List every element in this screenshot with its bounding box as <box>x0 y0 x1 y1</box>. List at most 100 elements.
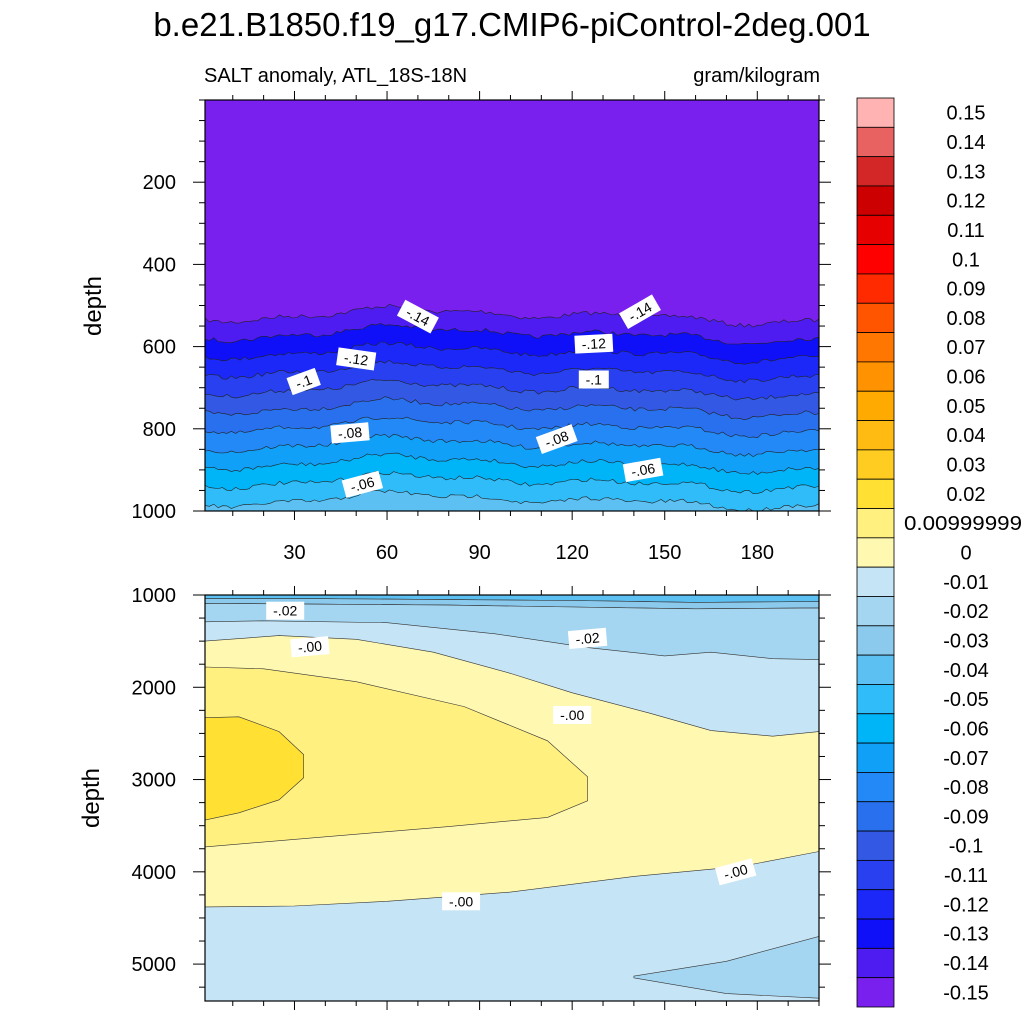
colorbar-label: 0.08 <box>947 308 986 330</box>
colorbar-swatch <box>856 273 895 304</box>
contour-label: -.08 <box>330 422 370 444</box>
colorbar-label: 0.14 <box>947 132 986 154</box>
y-tick-label: 4000 <box>132 862 177 884</box>
colorbar-label: 0.04 <box>947 425 986 447</box>
contour-label: -.00 <box>290 636 330 658</box>
colorbar-label: -0.07 <box>943 748 989 770</box>
colorbar-label: -0.08 <box>943 777 989 799</box>
colorbar-label: -0.04 <box>943 660 989 682</box>
colorbar-swatch <box>856 478 895 509</box>
colorbar-swatch <box>856 126 895 158</box>
colorbar-swatch <box>856 772 895 803</box>
colorbar-label: -0.13 <box>943 924 989 946</box>
svg-text:-.1: -.1 <box>586 372 603 388</box>
colorbar-swatch <box>856 566 895 597</box>
colorbar-swatch <box>856 361 895 392</box>
colorbar-swatch <box>856 537 895 568</box>
y-tick-label: 200 <box>143 172 176 194</box>
svg-text:-.02: -.02 <box>575 629 601 647</box>
colorbar-label: 0.03 <box>947 455 986 477</box>
colorbar-swatch <box>856 625 895 656</box>
colorbar-swatch <box>856 889 895 920</box>
x-tick-label: 30 <box>283 542 305 564</box>
colorbar-swatch <box>856 742 895 773</box>
contour-label: -.00 <box>442 892 481 911</box>
colorbar-label: 0.13 <box>947 161 986 183</box>
colorbar-label: 0.07 <box>947 337 986 359</box>
contour-band <box>205 666 588 848</box>
x-tick-label: 180 <box>741 542 774 564</box>
y-tick-label: 5000 <box>132 954 177 976</box>
upper-panel: -.14 -.14-.12-.12-.1 -.1-.08 -.08-.06-.0630… <box>132 91 831 564</box>
colorbar-swatch <box>856 684 895 715</box>
colorbar-swatch <box>856 97 895 128</box>
colorbar-swatch <box>856 596 895 627</box>
colorbar-label: 0.1 <box>952 249 980 271</box>
contour-label: -.1 <box>286 367 321 396</box>
contour-line <box>205 416 819 439</box>
colorbar-swatch <box>856 156 895 187</box>
contour-line <box>205 452 819 475</box>
svg-text:-.00: -.00 <box>449 893 473 909</box>
colorbar: 0.15 0.14 0.13 0.12 0.11 0.1 0.09 0.08 0.07 0.06 0… <box>856 97 1022 1008</box>
svg-text:-.00: -.00 <box>560 707 584 723</box>
colorbar-label: -0.02 <box>943 601 989 623</box>
colorbar-label: 0.02 <box>947 484 986 506</box>
contour-line <box>205 470 819 495</box>
svg-text:-.12: -.12 <box>581 335 606 352</box>
contour-line <box>205 433 819 458</box>
colorbar-swatch <box>856 947 895 979</box>
colorbar-label: -0.15 <box>943 982 989 1004</box>
colorbar-label: -0.11 <box>944 865 988 887</box>
colorbar-swatch <box>856 449 895 480</box>
colorbar-label: 0.15 <box>947 103 986 125</box>
contour-band <box>205 490 819 511</box>
y-tick-label: 400 <box>143 254 176 276</box>
svg-text:-.12: -.12 <box>343 349 369 368</box>
colorbar-label: -0.06 <box>943 718 989 740</box>
svg-text:-.1: -.1 <box>293 371 314 392</box>
contour-line <box>205 396 819 421</box>
colorbar-swatch <box>856 332 895 363</box>
lower-y-axis-label: depth <box>78 768 105 828</box>
contour-band <box>633 936 819 999</box>
contour-label: -.00 <box>715 858 757 886</box>
colorbar-swatch <box>856 830 895 861</box>
svg-text:-.00: -.00 <box>722 861 750 883</box>
chart-title: b.e21.B1850.f19_g17.CMIP6-piControl-2deg… <box>153 6 871 43</box>
colorbar-swatch <box>856 244 895 275</box>
colorbar-swatch <box>856 185 895 216</box>
colorbar-swatch <box>856 420 895 451</box>
y-tick-label: 2000 <box>132 677 177 699</box>
right-subtitle: gram/kilogram <box>693 65 820 87</box>
colorbar-label: 0.00999999 <box>904 513 1022 535</box>
colorbar-label: -0.1 <box>949 836 983 858</box>
contour-label: -.1 <box>578 370 609 389</box>
colorbar-label: 0 <box>960 543 971 565</box>
svg-text:-.08: -.08 <box>337 424 363 442</box>
y-tick-label: 3000 <box>132 770 177 792</box>
x-tick-label: 150 <box>648 542 681 564</box>
colorbar-swatch <box>856 302 895 333</box>
colorbar-swatch <box>856 977 895 1008</box>
plot-frame <box>204 594 820 1002</box>
colorbar-label: -0.14 <box>943 953 989 975</box>
colorbar-swatch <box>856 918 895 949</box>
colorbar-label: 0.12 <box>947 191 986 213</box>
lower-panel: -.02 -.02 -.00 -.00 -.00 -.00 1000 2000 3000 4000… <box>132 585 831 1010</box>
contour-label: -.00 <box>553 706 592 724</box>
contour-line <box>205 379 819 401</box>
contour-label: -.06 <box>622 457 664 483</box>
colorbar-label: -0.12 <box>943 894 989 916</box>
upper-y-axis-label: depth <box>80 276 107 336</box>
colorbar-swatch <box>856 508 895 539</box>
colorbar-label: -0.05 <box>943 689 989 711</box>
left-subtitle: SALT anomaly, ATL_18S-18N <box>204 65 467 87</box>
colorbar-label: 0.06 <box>947 367 986 389</box>
contour-band <box>205 716 304 821</box>
colorbar-label: 0.11 <box>947 220 984 242</box>
contour-band <box>205 602 819 660</box>
svg-text:-.08: -.08 <box>543 427 571 450</box>
contour-label: -.08 <box>535 424 578 455</box>
